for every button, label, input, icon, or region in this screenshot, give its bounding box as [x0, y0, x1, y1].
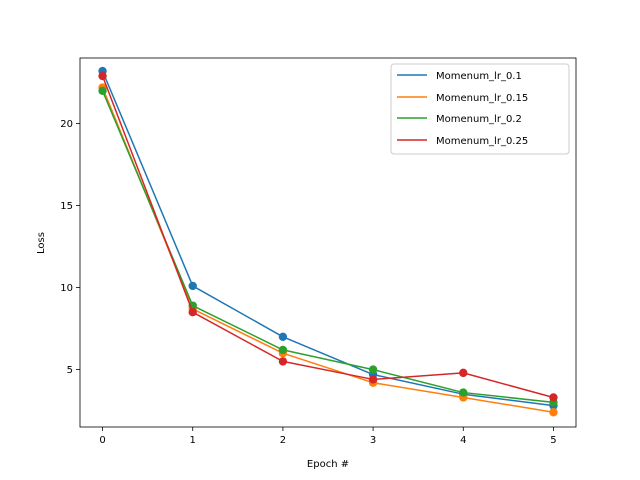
series-layer: [98, 66, 558, 417]
legend-entry: Momenum_lr_0.2: [397, 114, 522, 125]
legend: Momenum_lr_0.1 Momenum_lr_0.15 Momenum_l…: [390, 63, 570, 155]
data-point: [278, 345, 288, 355]
data-point: [98, 86, 107, 96]
data-point: [188, 281, 197, 291]
legend-label: Momenum_lr_0.25: [436, 136, 528, 147]
x-tick-label: 5: [550, 435, 556, 446]
plot-area: [79, 57, 577, 428]
legend-entry: Momenum_lr_0.25: [397, 136, 528, 147]
x-axis-ticks: 0 1 2 3 4 5: [99, 427, 557, 446]
legend-label: Momenum_lr_0.15: [436, 93, 528, 104]
x-tick-label: 3: [370, 435, 376, 446]
x-tick-label: 4: [460, 435, 466, 446]
series-line: [101, 75, 554, 399]
data-point: [549, 408, 558, 417]
data-point: [278, 357, 288, 366]
x-axis-label: Epoch #: [307, 459, 349, 470]
legend-label: Momenum_lr_0.2: [436, 114, 522, 125]
data-point: [368, 375, 378, 384]
y-axis-ticks: 5 10 15 20: [60, 119, 80, 376]
series: [98, 71, 558, 402]
legend-entry: Momenum_lr_0.1: [397, 71, 522, 82]
y-axis-label: Loss: [36, 232, 47, 254]
legend-label: Momenum_lr_0.1: [436, 71, 522, 82]
y-tick-label: 20: [60, 119, 73, 130]
data-point: [368, 365, 378, 374]
data-point: [188, 308, 197, 317]
legend-entry: Momenum_lr_0.15: [397, 93, 528, 104]
data-point: [98, 71, 107, 81]
x-tick-label: 2: [280, 435, 286, 446]
y-tick-label: 10: [60, 283, 73, 294]
y-tick-label: 5: [67, 365, 73, 376]
data-point: [278, 332, 288, 341]
x-tick-label: 1: [190, 435, 196, 446]
legend-box: [390, 63, 570, 155]
x-tick-label: 0: [99, 435, 105, 446]
series-line: [101, 90, 554, 404]
data-point: [549, 393, 558, 402]
data-point: [459, 388, 468, 397]
series-line: [101, 70, 554, 407]
y-tick-label: 15: [60, 201, 73, 212]
data-point: [459, 368, 468, 378]
